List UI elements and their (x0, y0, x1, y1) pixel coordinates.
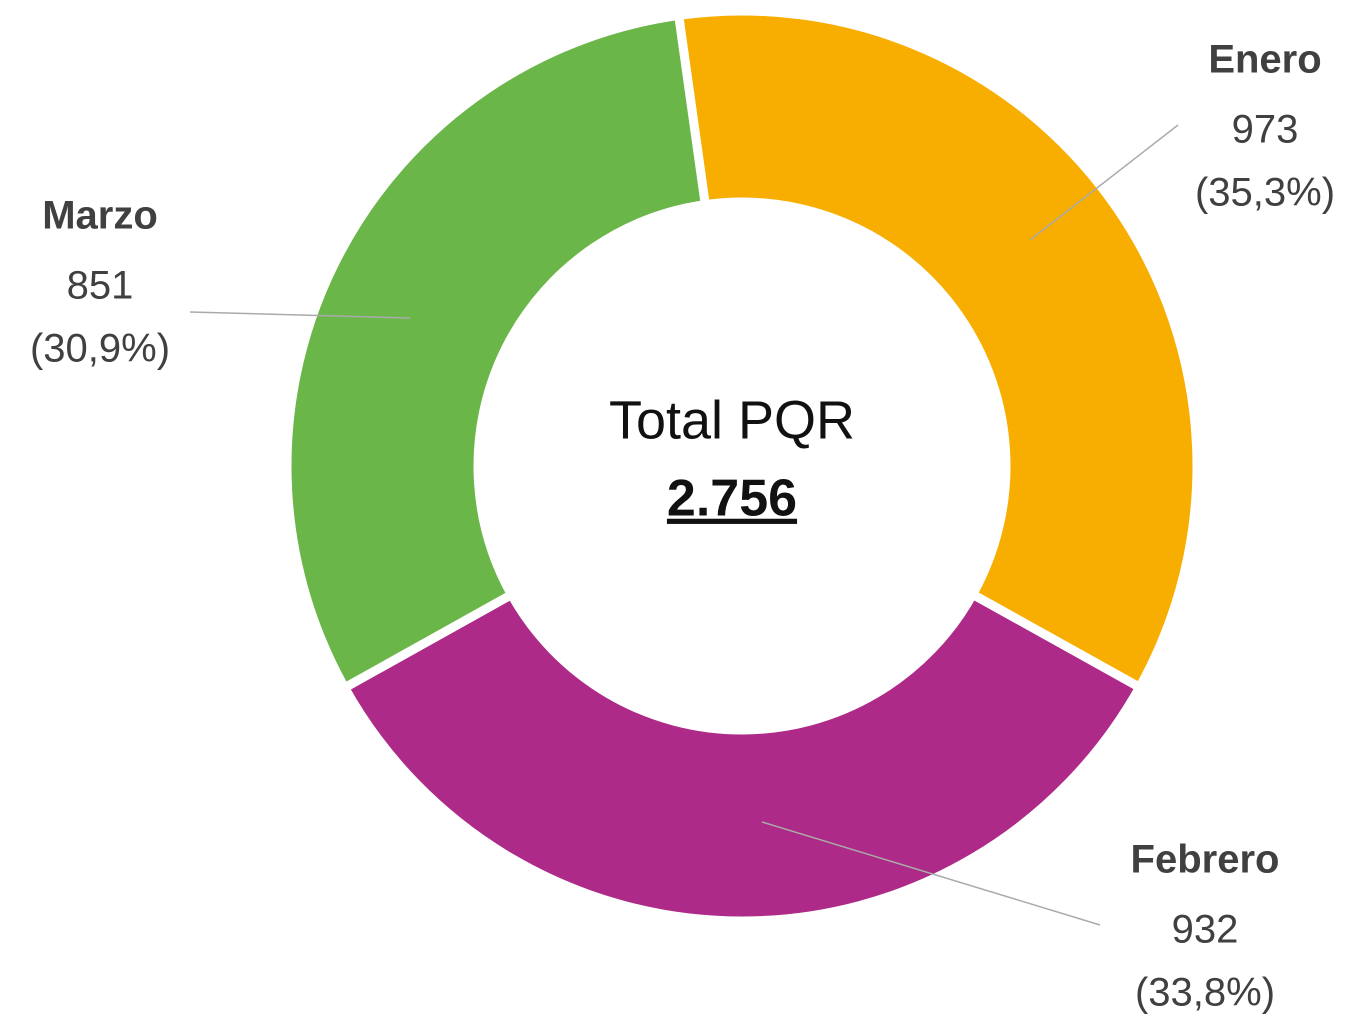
donut-segment (673, 6, 1202, 694)
center-total: 2.756 (667, 470, 797, 528)
percent-label: (33,8%) (1135, 971, 1275, 1015)
value-label: 851 (67, 264, 134, 308)
percent-label: (30,9%) (30, 327, 170, 371)
value-label: 932 (1172, 908, 1239, 952)
category-label: Enero (1208, 38, 1321, 82)
value-label: 973 (1232, 108, 1299, 152)
leader-line (761, 821, 1101, 926)
donut-segment (282, 10, 711, 694)
leader-line (1029, 124, 1179, 241)
leader-line (189, 311, 411, 319)
category-label: Marzo (42, 194, 158, 238)
center-label: Total PQR (609, 390, 855, 450)
percent-label: (35,3%) (1195, 171, 1335, 215)
donut-segment (338, 588, 1146, 926)
category-label: Febrero (1131, 838, 1280, 882)
